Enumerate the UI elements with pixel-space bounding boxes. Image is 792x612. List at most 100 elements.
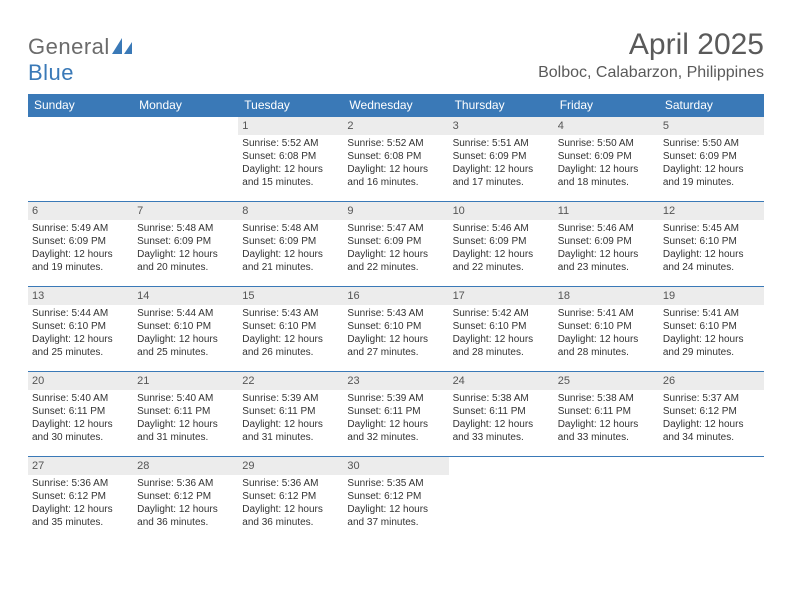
detail-value: 5:43 AM [387,308,424,319]
day-number: 3 [449,117,554,135]
calendar-week: 6Sunrise: 5:49 AMSunset: 6:09 PMDaylight… [28,202,764,287]
detail-value: 12 hours [389,164,428,175]
detail-label: Daylight: [137,504,179,515]
day-detail: Daylight: 12 hours [558,333,655,346]
detail-value: 6:11 PM [174,406,211,417]
calendar-day: 26Sunrise: 5:37 AMSunset: 6:12 PMDayligh… [659,372,764,457]
detail-label: Sunset: [137,491,174,502]
day-number: 27 [28,457,133,475]
day-detail: Daylight: 12 hours [453,333,550,346]
detail-label: Sunset: [347,321,384,332]
day-detail: Sunset: 6:11 PM [347,405,444,418]
weekday-header: Thursday [449,94,554,117]
header-row: GeneralBlue April 2025 Bolboc, Calabarzo… [28,28,764,86]
detail-value: 5:41 AM [597,308,634,319]
day-detail: and 31 minutes. [242,431,339,444]
day-number: 26 [659,372,764,390]
day-detail: and 34 minutes. [663,431,760,444]
calendar-day: 19Sunrise: 5:41 AMSunset: 6:10 PMDayligh… [659,287,764,372]
day-detail: Sunrise: 5:39 AM [347,392,444,405]
day-detail: Daylight: 12 hours [137,333,234,346]
logo-general: General [28,34,110,59]
detail-label: Sunrise: [137,308,176,319]
detail-label: Sunrise: [347,223,386,234]
detail-value: 12 hours [389,249,428,260]
day-number: 8 [238,202,343,220]
detail-label: Sunset: [242,491,279,502]
day-number: 17 [449,287,554,305]
day-number: 23 [343,372,448,390]
detail-label: Sunset: [137,321,174,332]
day-number: 11 [554,202,659,220]
day-detail: and 25 minutes. [137,346,234,359]
detail-value: 12 hours [705,419,744,430]
day-detail: Sunrise: 5:38 AM [453,392,550,405]
day-detail: Sunrise: 5:41 AM [558,307,655,320]
detail-value: 6:10 PM [384,321,421,332]
detail-value: 12 hours [599,249,638,260]
detail-value: 5:40 AM [177,393,214,404]
day-detail: Daylight: 12 hours [347,503,444,516]
detail-label: Daylight: [663,419,705,430]
day-detail: Daylight: 12 hours [663,163,760,176]
day-detail: Sunset: 6:10 PM [32,320,129,333]
day-detail: Sunrise: 5:36 AM [242,477,339,490]
detail-value: 12 hours [74,334,113,345]
detail-label: Sunrise: [663,393,702,404]
detail-value: 5:38 AM [492,393,529,404]
detail-value: 5:48 AM [282,223,319,234]
day-detail: Sunset: 6:08 PM [347,150,444,163]
day-detail: and 22 minutes. [347,261,444,274]
detail-value: 6:10 PM [700,236,737,247]
day-detail: Sunset: 6:10 PM [347,320,444,333]
calendar-body: 1Sunrise: 5:52 AMSunset: 6:08 PMDaylight… [28,117,764,542]
day-number: 18 [554,287,659,305]
day-detail: Sunrise: 5:50 AM [663,137,760,150]
calendar-head: SundayMondayTuesdayWednesdayThursdayFrid… [28,94,764,117]
detail-value: 6:09 PM [279,236,316,247]
detail-value: 5:39 AM [282,393,319,404]
detail-label: Sunset: [558,406,595,417]
detail-value: 6:12 PM [700,406,737,417]
day-number: 10 [449,202,554,220]
detail-value: 12 hours [284,419,323,430]
detail-value: 5:44 AM [71,308,108,319]
detail-value: 6:10 PM [489,321,526,332]
detail-value: 5:46 AM [597,223,634,234]
calendar-week: 20Sunrise: 5:40 AMSunset: 6:11 PMDayligh… [28,372,764,457]
detail-label: Daylight: [137,249,179,260]
calendar-day: 23Sunrise: 5:39 AMSunset: 6:11 PMDayligh… [343,372,448,457]
day-detail: and 17 minutes. [453,176,550,189]
day-detail: Daylight: 12 hours [242,418,339,431]
detail-value: 6:10 PM [69,321,106,332]
day-detail: Sunset: 6:10 PM [663,320,760,333]
detail-value: 6:10 PM [700,321,737,332]
day-number: 6 [28,202,133,220]
day-detail: Sunrise: 5:43 AM [347,307,444,320]
detail-value: 5:45 AM [702,223,739,234]
detail-value: 6:12 PM [69,491,106,502]
calendar-day: 1Sunrise: 5:52 AMSunset: 6:08 PMDaylight… [238,117,343,202]
day-number: 1 [238,117,343,135]
day-detail: and 33 minutes. [453,431,550,444]
detail-label: Sunset: [32,406,69,417]
day-number: 2 [343,117,448,135]
logo-text: GeneralBlue [28,34,135,86]
day-detail: Sunrise: 5:51 AM [453,137,550,150]
detail-label: Sunrise: [32,393,71,404]
detail-label: Sunset: [558,151,595,162]
day-detail: Sunrise: 5:41 AM [663,307,760,320]
day-detail: Sunrise: 5:44 AM [137,307,234,320]
detail-label: Sunset: [32,236,69,247]
detail-value: 12 hours [389,504,428,515]
detail-value: 6:09 PM [69,236,106,247]
detail-label: Sunset: [242,321,279,332]
day-detail: Daylight: 12 hours [453,248,550,261]
day-detail: Daylight: 12 hours [242,248,339,261]
detail-value: 6:11 PM [489,406,526,417]
detail-value: 12 hours [494,164,533,175]
detail-value: 5:35 AM [387,478,424,489]
calendar-day: 20Sunrise: 5:40 AMSunset: 6:11 PMDayligh… [28,372,133,457]
day-detail: Sunset: 6:09 PM [663,150,760,163]
detail-value: 5:36 AM [177,478,214,489]
